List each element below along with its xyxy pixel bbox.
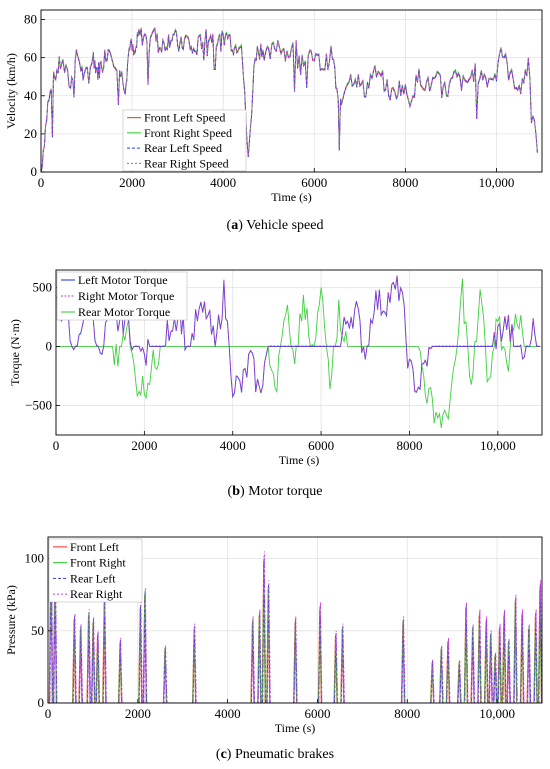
y-axis-label: Velocity (km/h) [4, 53, 18, 129]
series-line [41, 28, 538, 172]
y-tick-label: 40 [24, 88, 37, 103]
caption-a-text: Vehicle speed [242, 218, 324, 233]
y-axis-label: Torque (N·m) [8, 319, 22, 386]
legend-entry: Rear Right [70, 587, 123, 601]
legend-box [122, 109, 247, 172]
legend-entry: Front Left Speed [144, 111, 225, 125]
legend-entry: Right Motor Torque [78, 289, 174, 303]
series-line [41, 27, 538, 172]
x-tick-label: 4000 [215, 706, 241, 721]
y-tick-label: 500 [33, 280, 53, 295]
y-tick-label: 0 [31, 164, 38, 179]
legend-box [48, 538, 143, 603]
y-tick-label: 80 [24, 12, 37, 27]
series-line-left-motor [56, 275, 541, 399]
x-tick-label: 8000 [394, 706, 420, 721]
x-tick-label: 4000 [210, 175, 236, 190]
y-tick-label: 60 [24, 50, 37, 65]
x-tick-label: 6000 [308, 438, 334, 453]
plot-area [48, 541, 542, 703]
x-tick-label: 2000 [119, 175, 145, 190]
plot-area [56, 275, 541, 429]
x-tick-label: 8000 [396, 438, 422, 453]
caption-b-letter: b [232, 484, 241, 499]
chart-3: 0 2000 4000 6000 8000 10,000 0 50 100 Time (s) Pre… [4, 536, 543, 735]
caption-c-text: Pneumatic brakes [231, 747, 335, 762]
y-tick-label: 100 [25, 551, 45, 566]
legend: Left Motor Torque Right Motor Torque Rear … [56, 271, 188, 321]
x-tick-label: 2000 [125, 706, 151, 721]
legend-entry: Front Right Speed [144, 126, 232, 140]
caption-c-letter: c [220, 747, 227, 762]
legend-box [56, 271, 188, 321]
caption-a: (a) Vehicle speed [226, 218, 324, 233]
x-tick-label: 0 [45, 706, 52, 721]
caption-c: (c) Pneumatic brakes [215, 747, 335, 762]
series-line [41, 28, 538, 172]
x-tick-label: 6000 [301, 175, 327, 190]
legend-entry: Rear Right Speed [144, 156, 229, 170]
series-line [41, 27, 538, 172]
x-tick-label: 10,000 [480, 438, 516, 453]
axes-frame [47, 536, 543, 704]
x-tick-label: 2000 [131, 438, 157, 453]
legend-entry: Rear Motor Torque [78, 305, 170, 319]
chart-1: 0 2000 4000 6000 8000 10,000 0 20 40 60 80 Time (s)… [4, 9, 543, 204]
axes-frame [40, 9, 543, 173]
x-tick-label: 0 [53, 438, 60, 453]
caption-b: (b) Motor torque [227, 484, 323, 499]
x-axis-label: Time (s) [271, 190, 312, 204]
x-tick-label: 0 [38, 175, 45, 190]
axes-frame [55, 269, 543, 436]
y-axis-label: Pressure (kPa) [4, 585, 18, 655]
plot-area [41, 27, 538, 172]
x-tick-label: 6000 [304, 706, 330, 721]
x-tick-label: 10,000 [479, 175, 515, 190]
x-tick-label: 10,000 [479, 706, 515, 721]
y-tick-label: 20 [24, 126, 37, 141]
caption-a-letter: a [231, 218, 239, 233]
y-tick-label: 0 [38, 695, 45, 710]
legend-entry: Rear Left Speed [144, 141, 222, 155]
caption-b-text: Motor torque [244, 484, 323, 499]
chart-2: 0 2000 4000 6000 8000 10,000 −500 0 500 Time (s) T… [8, 269, 543, 467]
y-tick-label: 50 [31, 623, 44, 638]
x-tick-label: 8000 [392, 175, 418, 190]
y-tick-label: −500 [25, 398, 52, 413]
series-line-right-motor [56, 275, 541, 398]
legend-entry: Front Left [70, 540, 120, 554]
legend-entry: Rear Left [70, 571, 116, 585]
legend-entry: Left Motor Torque [78, 273, 168, 287]
y-tick-label: 0 [46, 339, 53, 354]
x-axis-label: Time (s) [279, 453, 320, 467]
x-tick-label: 4000 [220, 438, 246, 453]
x-axis-label: Time (s) [275, 721, 316, 735]
legend-entry: Front Right [70, 556, 126, 570]
